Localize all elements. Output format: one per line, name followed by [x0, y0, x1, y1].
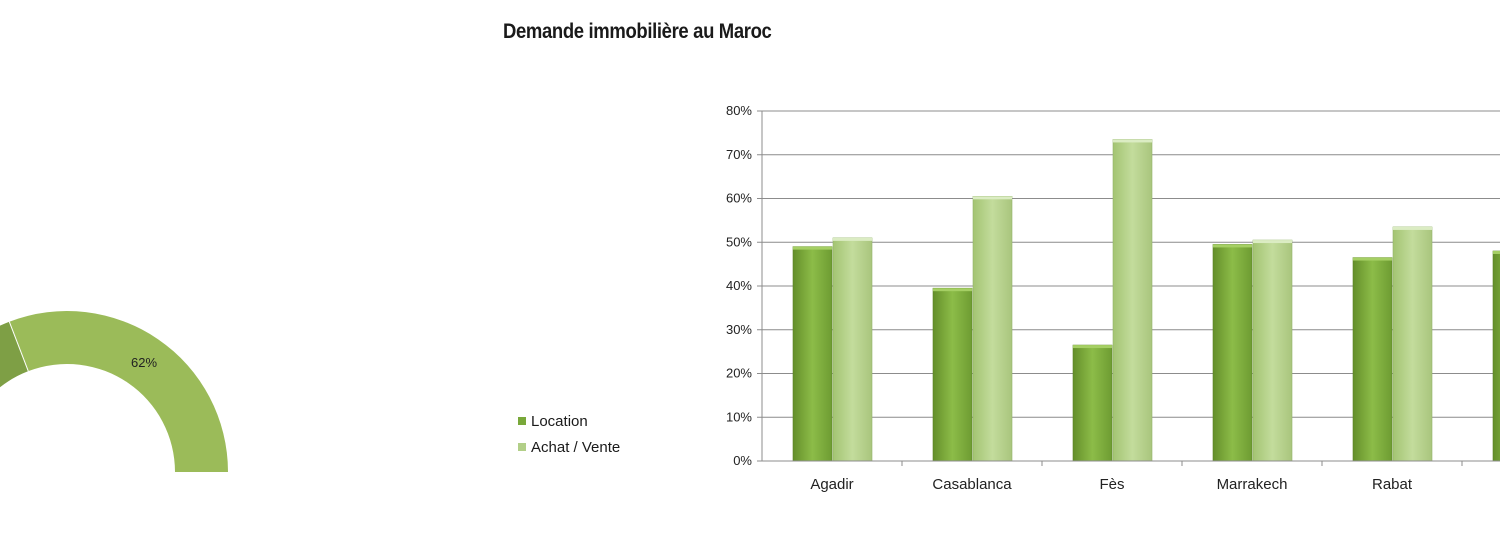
bar-location-body — [932, 287, 973, 462]
category-label: Casablanca — [932, 476, 1012, 493]
category-label: Rabat — [1372, 476, 1413, 493]
bar-achat-vente-top — [973, 196, 1012, 200]
bar-location-top — [793, 246, 832, 250]
bar-achat-vente-top — [1393, 226, 1432, 230]
y-tick-label: 80% — [726, 103, 752, 118]
legend-swatch-achat-vente — [518, 443, 526, 451]
legend-item-location: Location — [518, 408, 620, 434]
y-tick-label: 50% — [726, 234, 752, 249]
bar-achat-vente-top — [1253, 240, 1292, 244]
legend-label-location: Location — [531, 412, 588, 430]
bar-location — [1492, 250, 1500, 462]
y-tick-label: 40% — [726, 278, 752, 293]
y-tick-label: 10% — [726, 409, 752, 424]
bar-location-top — [1493, 251, 1500, 254]
category-label: Marrakech — [1217, 476, 1288, 493]
bar-location-body — [1492, 250, 1500, 462]
bar-location — [792, 246, 833, 462]
bar-achat-vente — [1252, 239, 1293, 462]
bar-location-top — [1353, 257, 1392, 261]
bars — [792, 139, 1500, 462]
bar-location-top — [933, 288, 972, 292]
legend-swatch-location — [518, 417, 526, 425]
donut-slice-secondary — [0, 321, 29, 388]
bar-location — [1212, 244, 1253, 462]
bar-location — [1352, 257, 1393, 462]
bar-achat-vente — [1112, 139, 1153, 462]
y-tick-label: 70% — [726, 147, 752, 162]
bar-achat-vente-body — [1392, 226, 1433, 462]
bar-achat-vente-body — [972, 196, 1013, 462]
bar-location-body — [1072, 344, 1113, 462]
chart-legend: Location Achat / Vente — [518, 408, 620, 460]
bar-achat-vente-body — [1252, 239, 1293, 462]
bar-achat-vente-body — [1112, 139, 1153, 462]
bar-achat-vente-top — [833, 237, 872, 241]
bar-location-body — [792, 246, 833, 462]
bar-achat-vente — [972, 196, 1013, 462]
bar-achat-vente-body — [832, 237, 873, 462]
y-tick-label: 60% — [726, 191, 752, 206]
bar-location — [1072, 344, 1113, 462]
bar-location — [932, 287, 973, 462]
y-tick-label: 30% — [726, 322, 752, 337]
donut-slice-separator — [8, 321, 29, 372]
legend-item-achat-vente: Achat / Vente — [518, 434, 620, 460]
bar-achat-vente — [832, 237, 873, 462]
bar-location-body — [1352, 257, 1393, 462]
bar-location-body — [1212, 244, 1253, 462]
bar-achat-vente-top — [1113, 139, 1152, 143]
donut-slice-main — [9, 310, 228, 472]
y-tick-label: 0% — [733, 453, 752, 468]
category-label: Agadir — [810, 476, 853, 493]
axes: 0% 10% 20% 30% 40% 50% 60% 70% 80% Agadir Casablan… — [726, 103, 1500, 493]
chart-title: Demande immobilière au Maroc — [503, 20, 772, 43]
bar-achat-vente — [1392, 226, 1433, 462]
y-tick-label: 20% — [726, 366, 752, 381]
bar-location-top — [1073, 345, 1112, 349]
donut-chart: 62% — [0, 310, 228, 472]
category-label: Fès — [1099, 476, 1124, 493]
bar-location-top — [1213, 244, 1252, 248]
legend-label-achat-vente: Achat / Vente — [531, 438, 621, 456]
donut-slice-label: 62% — [131, 355, 157, 370]
